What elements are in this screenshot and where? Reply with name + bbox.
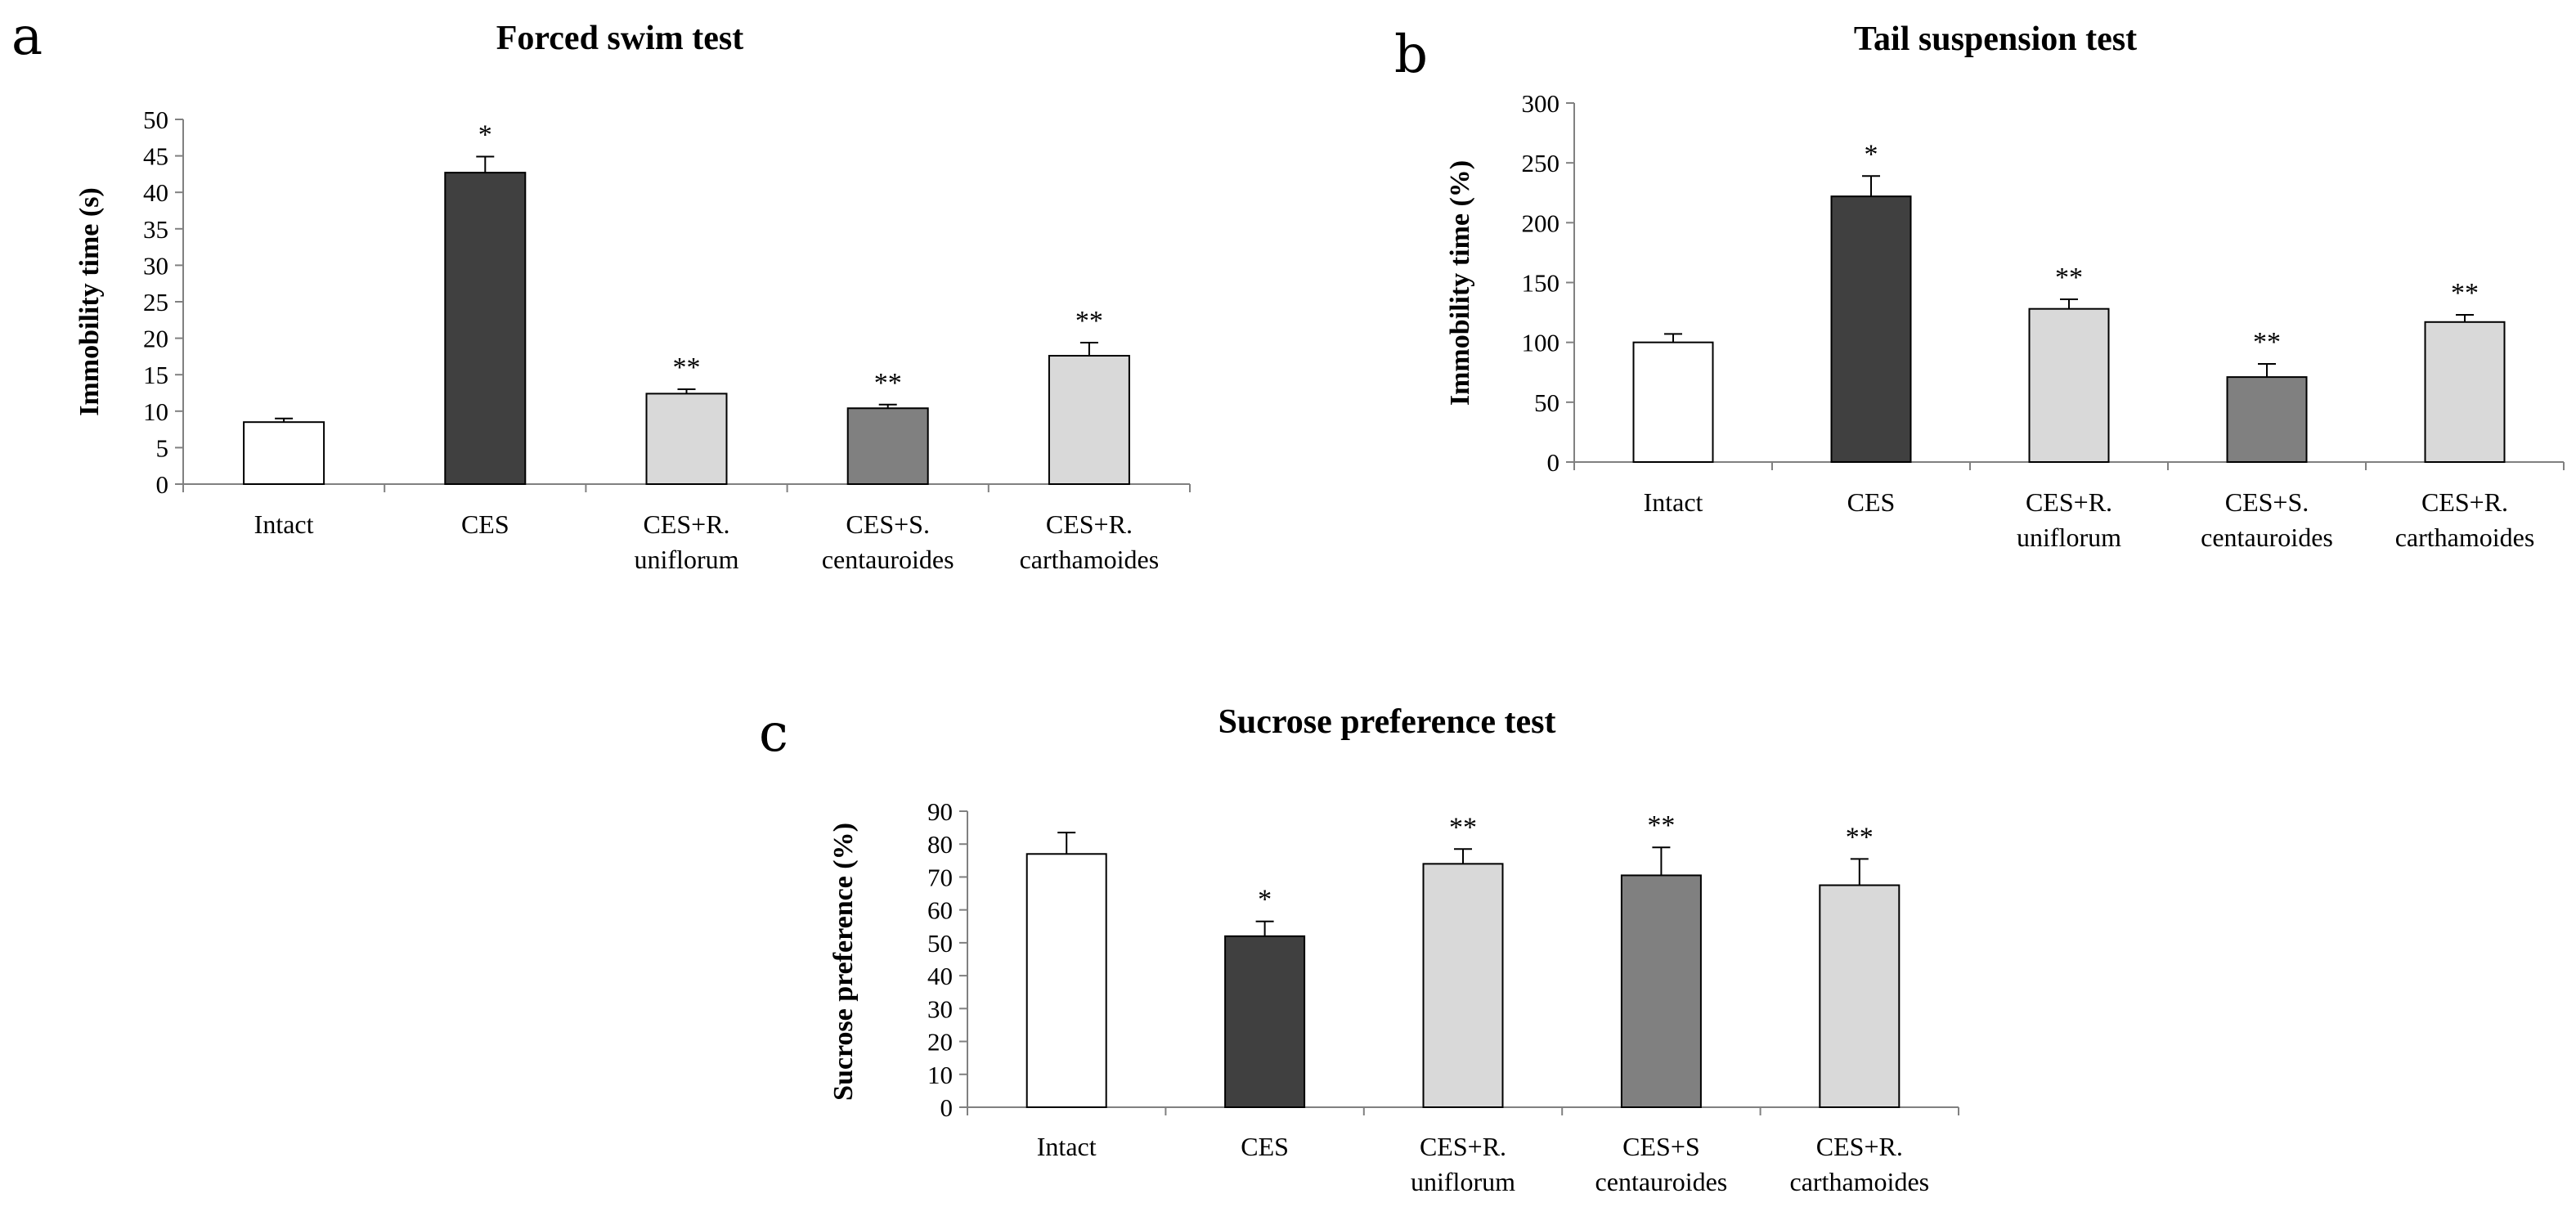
category-label: uniflorum bbox=[2017, 523, 2121, 552]
y-tick-label: 20 bbox=[927, 1028, 953, 1057]
y-tick-label: 0 bbox=[156, 470, 169, 499]
y-axis-label: Immobility time (s) bbox=[74, 187, 105, 416]
panel-letter: b bbox=[1394, 25, 1428, 85]
bar bbox=[846, 407, 929, 485]
bar bbox=[1620, 874, 1702, 1109]
chart-title: Tail suspension test bbox=[1854, 20, 2137, 58]
y-tick-label: 20 bbox=[143, 325, 168, 353]
category-label: CES+R. bbox=[2421, 487, 2508, 517]
category-label: CES+S bbox=[1622, 1132, 1700, 1161]
y-tick-label: 70 bbox=[927, 863, 953, 891]
bar bbox=[1224, 935, 1306, 1109]
significance-label: ** bbox=[2253, 327, 2281, 357]
bar bbox=[1632, 341, 1714, 463]
y-tick-label: 25 bbox=[143, 288, 168, 316]
significance-label: ** bbox=[874, 368, 902, 398]
category-label: carthamoides bbox=[1020, 545, 1160, 574]
category-label: Intact bbox=[1037, 1132, 1097, 1161]
y-tick-label: 10 bbox=[143, 397, 168, 426]
y-tick-label: 0 bbox=[1547, 448, 1560, 477]
category-label: CES+R. bbox=[643, 509, 729, 539]
y-tick-label: 250 bbox=[1522, 149, 1560, 177]
y-axis-label: Sucrose preference (%) bbox=[828, 823, 859, 1101]
y-tick-label: 60 bbox=[927, 896, 953, 925]
significance-label: * bbox=[1865, 139, 1878, 169]
y-tick-label: 0 bbox=[940, 1093, 954, 1122]
bar bbox=[2028, 307, 2110, 463]
y-tick-label: 45 bbox=[143, 142, 168, 171]
category-label: uniflorum bbox=[635, 545, 739, 574]
bar bbox=[1819, 884, 1901, 1108]
category-label: carthamoides bbox=[1790, 1167, 1930, 1196]
category-label: CES bbox=[461, 509, 509, 539]
category-label: CES+S. bbox=[846, 509, 930, 539]
category-label: centauroides bbox=[2201, 523, 2333, 552]
bar bbox=[444, 172, 527, 485]
y-tick-label: 40 bbox=[143, 178, 168, 207]
significance-label: ** bbox=[1846, 822, 1874, 852]
y-tick-label: 10 bbox=[927, 1061, 953, 1089]
significance-label: ** bbox=[2451, 278, 2479, 308]
y-tick-label: 300 bbox=[1522, 89, 1560, 118]
chart-title: Forced swim test bbox=[496, 20, 743, 57]
y-tick-label: 30 bbox=[927, 994, 953, 1023]
category-label: centauroides bbox=[822, 545, 954, 574]
chart-panel-a: a Forced swim test Immobility time (s) 0 5 10… bbox=[11, 7, 1191, 574]
bar bbox=[2424, 321, 2506, 464]
panel-letter: c bbox=[759, 703, 788, 764]
bar bbox=[2226, 376, 2308, 463]
category-label: CES+R. bbox=[1420, 1132, 1506, 1161]
significance-label: ** bbox=[1075, 306, 1103, 336]
y-tick-label: 30 bbox=[143, 251, 168, 280]
y-tick-label: 200 bbox=[1522, 209, 1560, 237]
significance-label: ** bbox=[1449, 812, 1477, 842]
category-label: CES+S. bbox=[2225, 487, 2309, 517]
y-tick-label: 100 bbox=[1522, 329, 1560, 357]
y-tick-label: 150 bbox=[1522, 269, 1560, 298]
bar bbox=[1048, 355, 1130, 485]
y-tick-label: 50 bbox=[927, 929, 953, 958]
category-label: centauroides bbox=[1595, 1167, 1728, 1196]
category-label: CES bbox=[1847, 487, 1896, 517]
chart-panel-b: b Tail suspension test Immobility time (%)… bbox=[1394, 20, 2565, 552]
y-tick-label: 90 bbox=[927, 797, 953, 826]
category-label: carthamoides bbox=[2395, 523, 2535, 552]
category-label: CES+R. bbox=[1816, 1132, 1903, 1161]
panel-letter: a bbox=[11, 7, 43, 67]
category-label: Intact bbox=[1644, 487, 1703, 517]
y-axis-label: Immobility time (%) bbox=[1445, 160, 1475, 406]
category-label: Intact bbox=[254, 509, 314, 539]
category-label: uniflorum bbox=[1411, 1167, 1515, 1196]
y-tick-label: 40 bbox=[927, 962, 953, 990]
chart-title: Sucrose preference test bbox=[1218, 703, 1556, 741]
y-tick-label: 80 bbox=[927, 830, 953, 859]
bar bbox=[645, 393, 728, 485]
significance-label: * bbox=[478, 119, 492, 150]
significance-label: * bbox=[1258, 885, 1272, 915]
significance-label: ** bbox=[1647, 810, 1675, 841]
bar bbox=[1025, 853, 1107, 1109]
bar bbox=[243, 421, 325, 485]
y-tick-label: 50 bbox=[143, 105, 168, 134]
bar bbox=[1830, 195, 1912, 463]
category-label: CES+R. bbox=[1046, 509, 1133, 539]
chart-panel-c: c Sucrose preference test Sucrose preferen… bbox=[759, 703, 1959, 1196]
category-label: CES bbox=[1241, 1132, 1289, 1161]
significance-label: ** bbox=[2055, 262, 2083, 293]
y-tick-label: 50 bbox=[1534, 388, 1560, 417]
significance-label: ** bbox=[673, 352, 701, 383]
y-tick-label: 15 bbox=[143, 361, 168, 389]
y-tick-label: 5 bbox=[156, 433, 169, 462]
bar bbox=[1422, 863, 1504, 1109]
category-label: CES+R. bbox=[2026, 487, 2112, 517]
y-tick-label: 35 bbox=[143, 215, 168, 244]
